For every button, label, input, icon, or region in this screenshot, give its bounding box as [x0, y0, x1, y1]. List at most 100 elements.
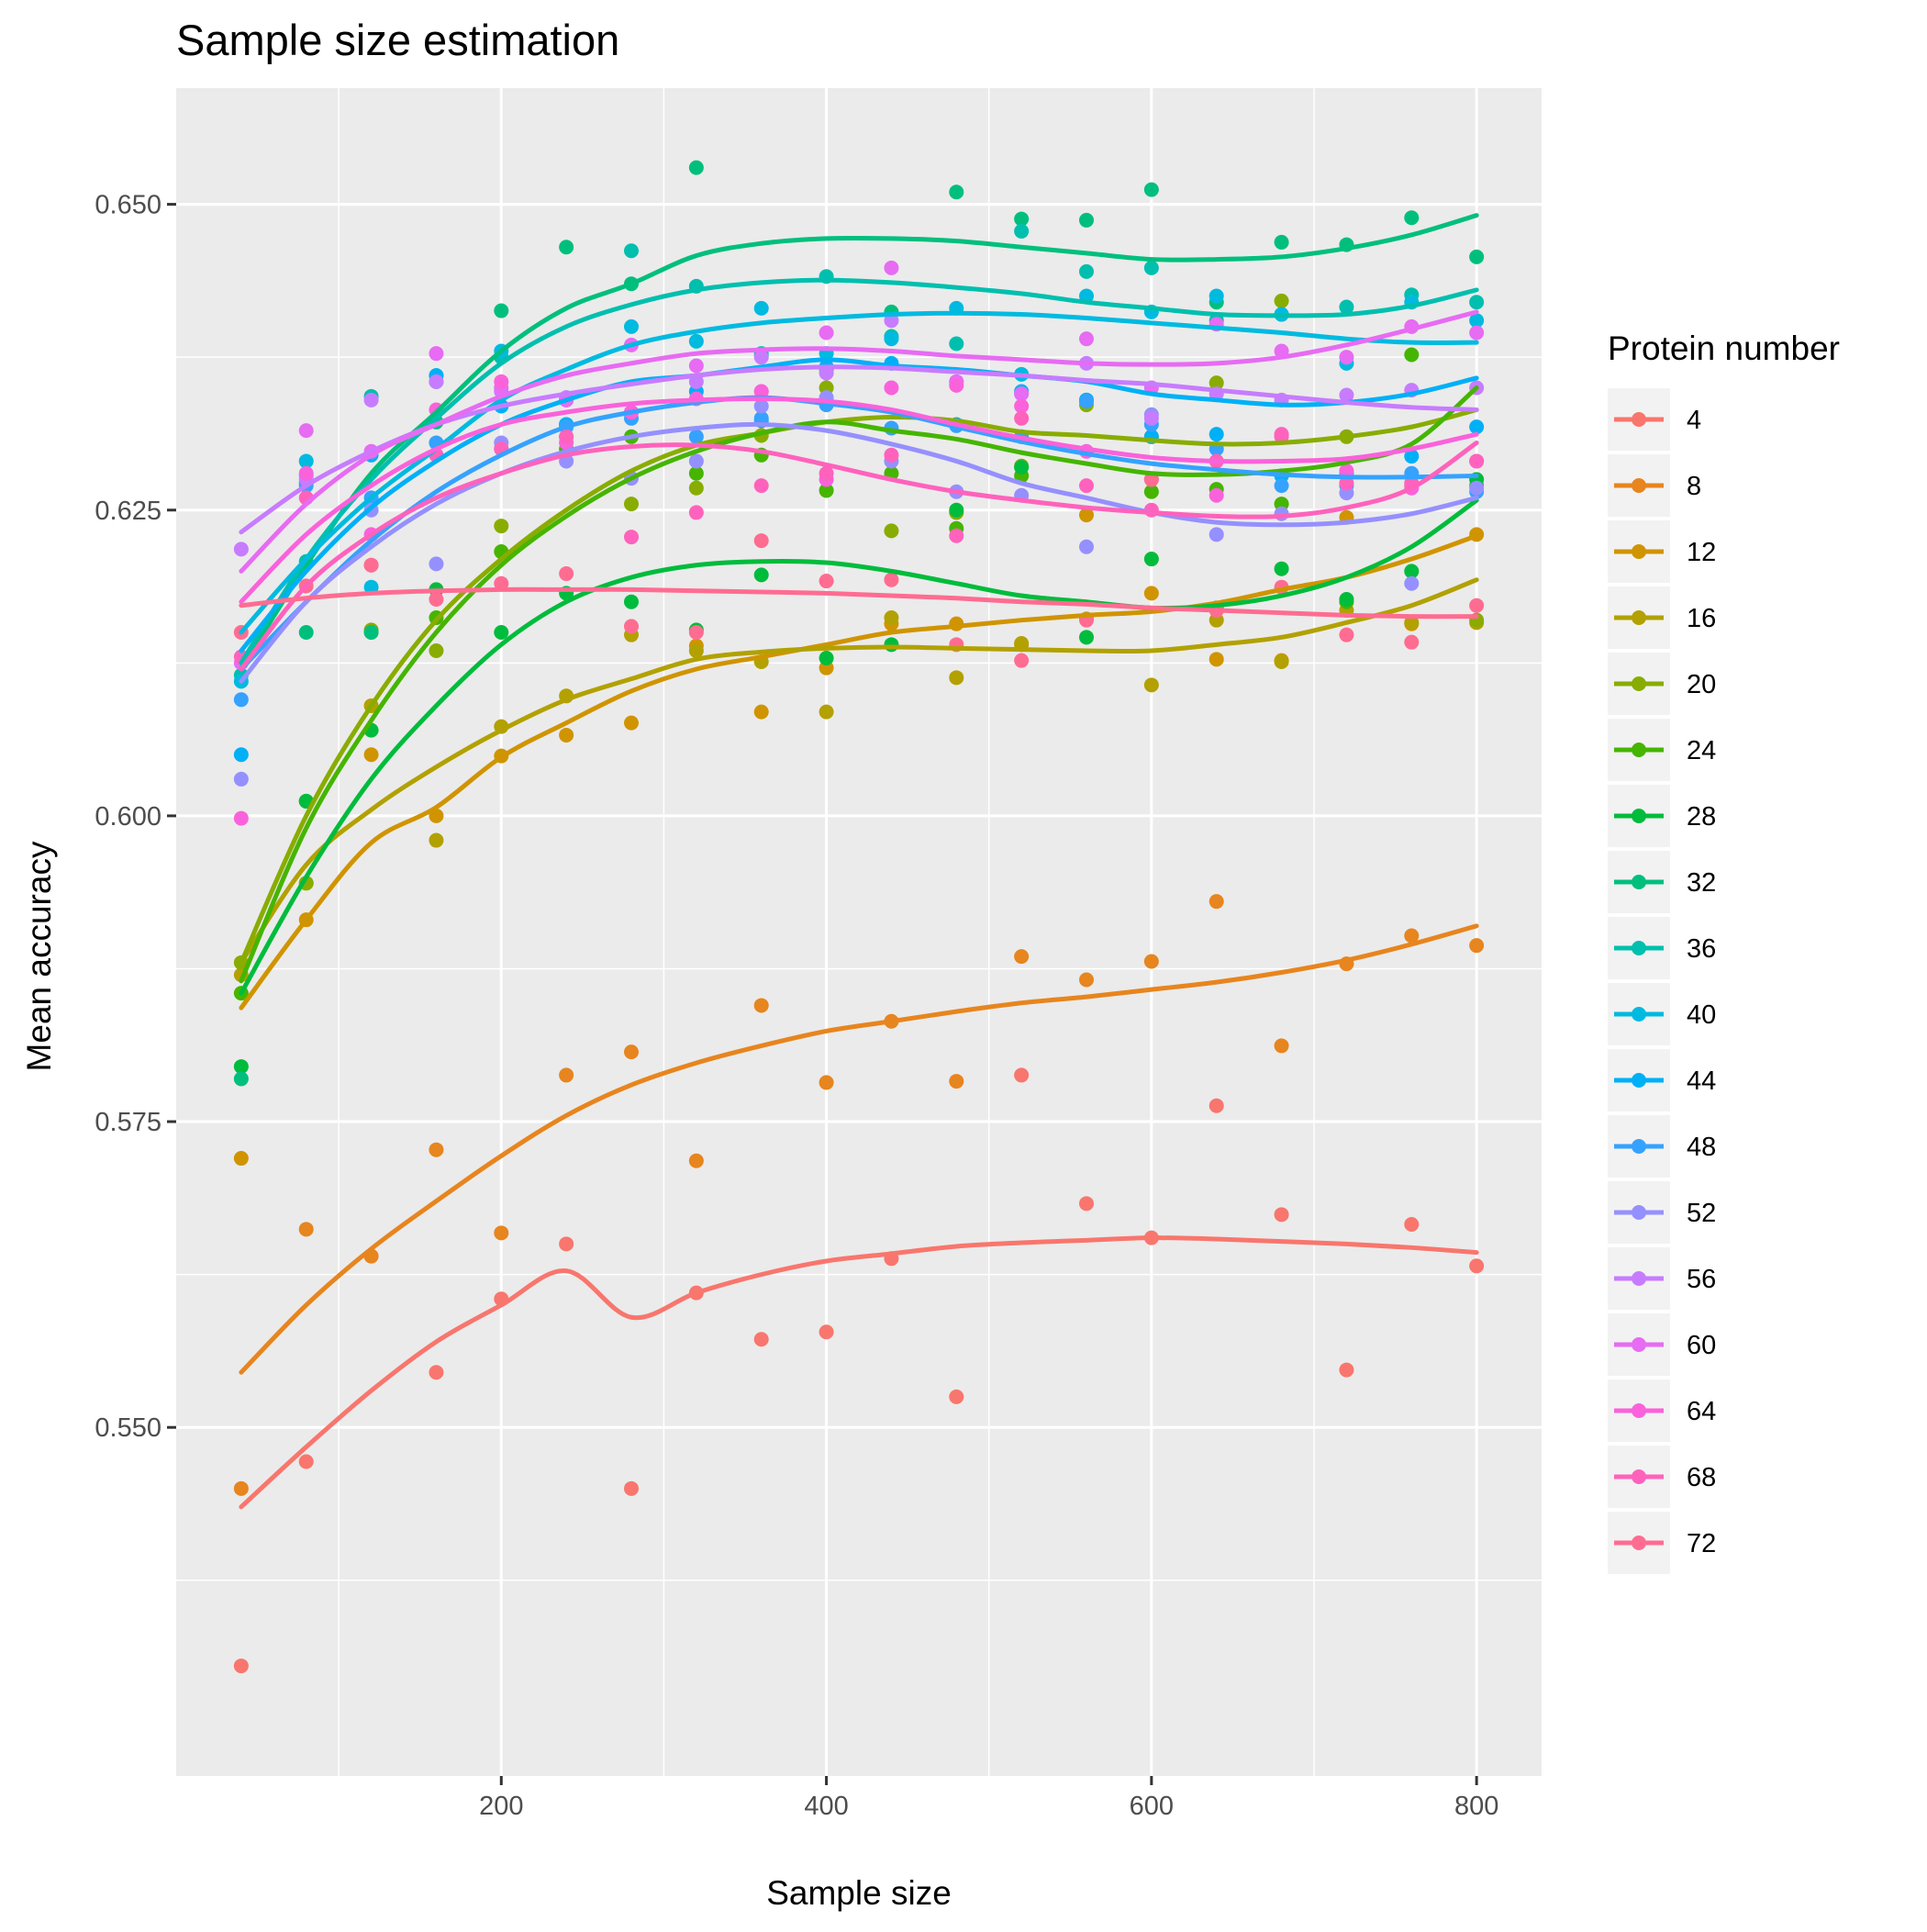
data-point-32 — [494, 303, 509, 318]
data-point-16 — [429, 832, 444, 848]
legend-label: 40 — [1687, 1000, 1716, 1030]
data-point-8 — [1143, 954, 1159, 969]
data-point-52 — [1079, 539, 1094, 554]
data-point-20 — [1209, 375, 1224, 391]
legend-key-point — [1632, 1536, 1646, 1550]
data-point-64 — [1339, 463, 1354, 479]
legend-item-52: 52 — [1608, 1181, 1716, 1244]
data-point-20 — [1274, 293, 1289, 308]
data-point-64 — [949, 377, 964, 393]
data-point-24 — [688, 465, 704, 481]
data-point-8 — [429, 1142, 444, 1157]
legend-key-point — [1632, 610, 1646, 625]
data-point-52 — [1469, 480, 1485, 496]
data-point-28 — [494, 625, 509, 641]
data-point-28 — [1079, 630, 1094, 645]
legend-key-point — [1632, 1469, 1646, 1484]
legend-item-48: 48 — [1608, 1115, 1716, 1178]
data-point-20 — [429, 643, 444, 658]
fit-line-32 — [239, 213, 1479, 672]
legend-key-point — [1632, 1139, 1646, 1154]
data-point-12 — [1209, 652, 1224, 667]
data-point-60 — [429, 346, 444, 362]
legend-item-8: 8 — [1608, 454, 1701, 517]
data-point-56 — [233, 542, 249, 557]
legend-key-point — [1632, 1073, 1646, 1088]
data-point-32 — [688, 160, 704, 175]
y-tick-label: 0.550 — [95, 1413, 162, 1443]
data-point-12 — [753, 704, 769, 720]
data-point-24 — [819, 483, 834, 498]
data-point-4 — [1469, 1258, 1485, 1274]
data-point-40 — [1469, 313, 1485, 329]
data-point-52 — [1404, 575, 1420, 591]
data-point-56 — [429, 374, 444, 389]
data-point-68 — [753, 478, 769, 494]
legend-label: 24 — [1687, 736, 1716, 765]
legend-key-point — [1632, 1271, 1646, 1286]
data-point-52 — [688, 453, 704, 469]
data-point-16 — [688, 643, 704, 658]
x-tick-label: 400 — [804, 1792, 848, 1821]
data-point-68 — [884, 447, 899, 463]
data-point-44 — [1469, 419, 1485, 435]
legend-key-point — [1632, 1007, 1646, 1022]
legend-key-point — [1632, 1337, 1646, 1352]
data-point-72 — [494, 575, 509, 591]
legend-key-point — [1632, 412, 1646, 427]
legend-item-28: 28 — [1608, 785, 1716, 847]
legend-key-point — [1632, 676, 1646, 691]
plot-area — [176, 88, 1542, 1776]
data-point-28 — [1274, 561, 1289, 576]
data-point-8 — [819, 1075, 834, 1090]
data-point-28 — [1339, 592, 1354, 608]
x-tick-label: 800 — [1454, 1792, 1498, 1821]
data-point-48 — [688, 429, 704, 444]
data-point-32 — [1014, 211, 1030, 227]
legend-item-68: 68 — [1608, 1446, 1716, 1508]
y-tick-label: 0.650 — [95, 191, 162, 220]
legend-key-point — [1632, 941, 1646, 955]
data-point-28 — [233, 1059, 249, 1075]
data-point-8 — [1079, 972, 1094, 988]
data-point-8 — [1469, 938, 1485, 954]
legend-item-24: 24 — [1608, 719, 1716, 781]
data-point-52 — [1209, 527, 1224, 542]
data-point-68 — [819, 465, 834, 481]
data-point-72 — [1014, 653, 1030, 668]
data-point-32 — [1143, 182, 1159, 197]
data-point-16 — [1274, 653, 1289, 669]
data-point-32 — [559, 240, 574, 255]
legend-item-16: 16 — [1608, 586, 1716, 649]
data-point-72 — [559, 566, 574, 582]
data-point-32 — [1274, 234, 1289, 250]
legend-item-12: 12 — [1608, 520, 1716, 583]
x-tick-label: 600 — [1130, 1792, 1174, 1821]
data-point-8 — [559, 1067, 574, 1083]
data-point-4 — [753, 1332, 769, 1347]
data-point-48 — [233, 692, 249, 708]
legend-item-32: 32 — [1608, 851, 1716, 913]
data-point-64 — [233, 810, 249, 826]
legend-label: 72 — [1687, 1529, 1716, 1558]
data-point-64 — [1209, 487, 1224, 503]
data-point-16 — [949, 670, 964, 686]
data-point-68 — [1014, 410, 1030, 426]
fit-line-28 — [239, 497, 1479, 996]
fit-line-48 — [239, 395, 1479, 672]
data-point-4 — [298, 1454, 314, 1469]
data-point-72 — [363, 557, 379, 573]
points-layer — [233, 160, 1485, 1674]
legend-label: 16 — [1687, 604, 1716, 633]
y-axis: 0.550 0.575 0.600 0.625 0.650 — [95, 191, 176, 1443]
data-point-32 — [233, 1071, 249, 1087]
data-point-16 — [819, 704, 834, 720]
x-axis: 200 400 600 800 — [479, 1776, 1498, 1821]
chart-title: Sample size estimation — [176, 16, 619, 64]
data-point-60 — [688, 358, 704, 374]
data-point-40 — [298, 453, 314, 469]
legend-label: 12 — [1687, 538, 1716, 567]
data-point-28 — [753, 567, 769, 583]
